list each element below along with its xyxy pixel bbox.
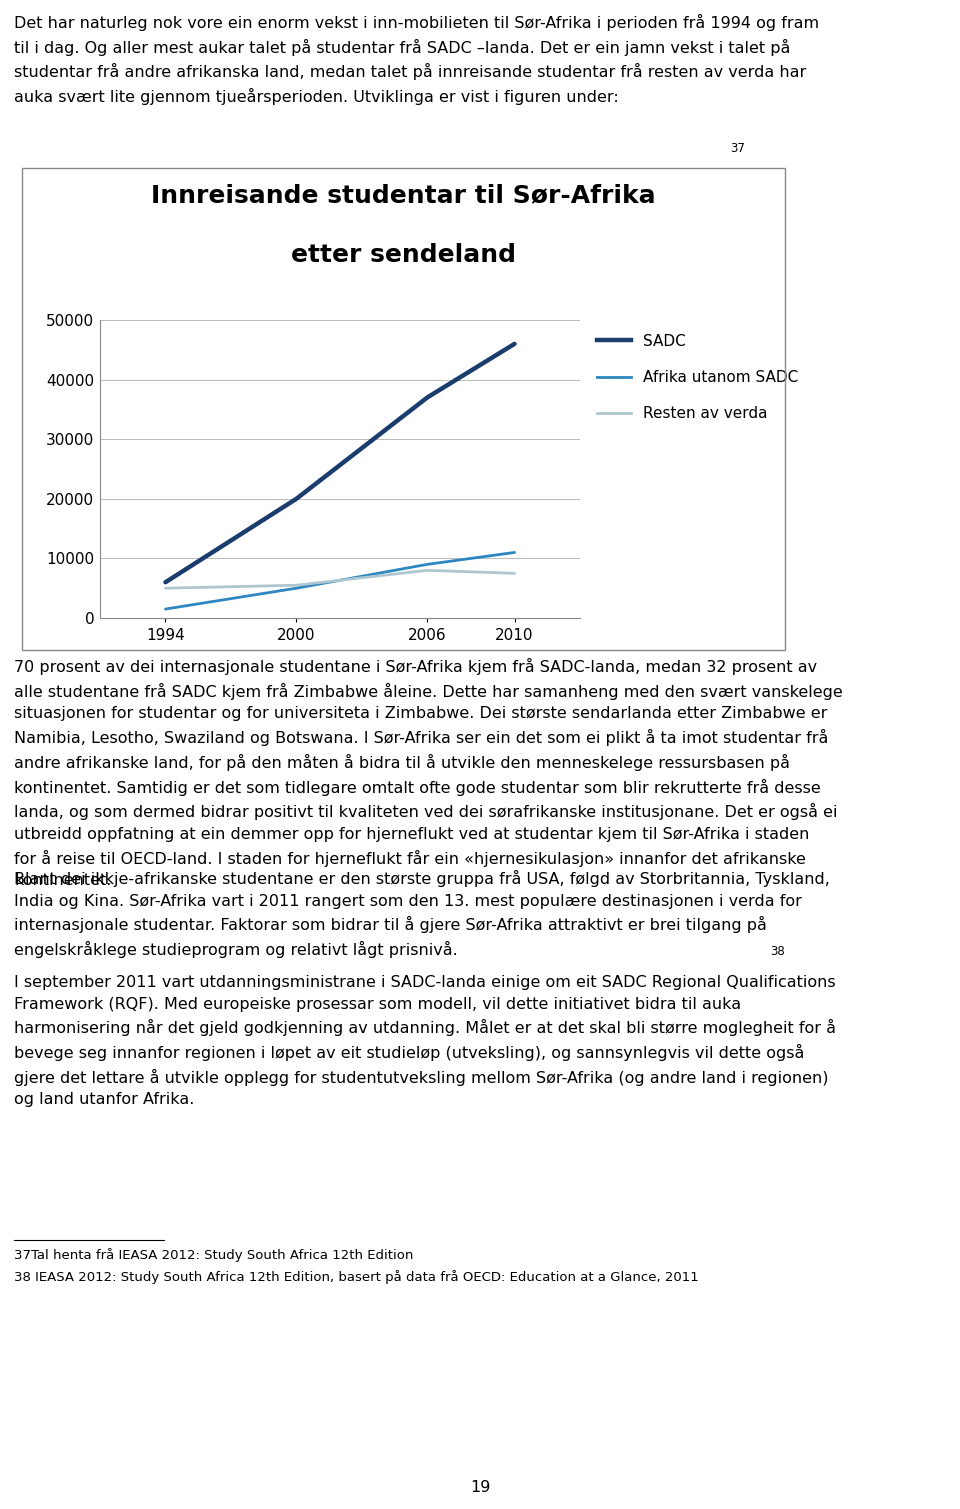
Afrika utanom SADC	[421, 555, 433, 573]
Resten av verda	[421, 561, 433, 579]
Afrika utanom SADC	[159, 601, 171, 619]
Text: I september 2011 vart utdanningsministrane i SADC-landa einige om eit SADC Regio: I september 2011 vart utdanningsministra…	[14, 975, 836, 1108]
Text: 38 IEASA 2012: Study South Africa 12th Edition, basert på data frå OECD: Educati: 38 IEASA 2012: Study South Africa 12th E…	[14, 1271, 699, 1284]
SADC	[159, 573, 171, 592]
Resten av verda	[291, 576, 302, 595]
Text: Det har naturleg nok vore ein enorm vekst i inn-mobilieten til Sør-Afrika i peri: Det har naturleg nok vore ein enorm veks…	[14, 14, 819, 106]
Text: 38: 38	[770, 945, 784, 958]
Resten av verda	[509, 564, 520, 582]
Line: SADC: SADC	[165, 344, 515, 582]
Text: Blant dei ikkje-afrikanske studentane er den største gruppa frå USA, følgd av St: Blant dei ikkje-afrikanske studentane er…	[14, 871, 829, 958]
Text: etter sendeland: etter sendeland	[291, 243, 516, 267]
Text: 19: 19	[469, 1480, 491, 1495]
Text: 70 prosent av dei internasjonale studentane i Sør-Afrika kjem frå SADC-landa, me: 70 prosent av dei internasjonale student…	[14, 658, 843, 889]
Text: 37Tal henta frå IEASA 2012: Study South Africa 12th Edition: 37Tal henta frå IEASA 2012: Study South …	[14, 1248, 414, 1262]
SADC	[291, 490, 302, 509]
Line: Resten av verda: Resten av verda	[165, 570, 515, 589]
Legend: SADC, Afrika utanom SADC, Resten av verda: SADC, Afrika utanom SADC, Resten av verd…	[597, 333, 799, 421]
Text: Innreisande studentar til Sør-Afrika: Innreisande studentar til Sør-Afrika	[151, 183, 656, 207]
Afrika utanom SADC	[291, 579, 302, 598]
Line: Afrika utanom SADC: Afrika utanom SADC	[165, 552, 515, 610]
SADC	[421, 388, 433, 406]
Text: 37: 37	[730, 142, 745, 155]
Resten av verda	[159, 579, 171, 598]
SADC	[509, 335, 520, 353]
Afrika utanom SADC	[509, 543, 520, 561]
